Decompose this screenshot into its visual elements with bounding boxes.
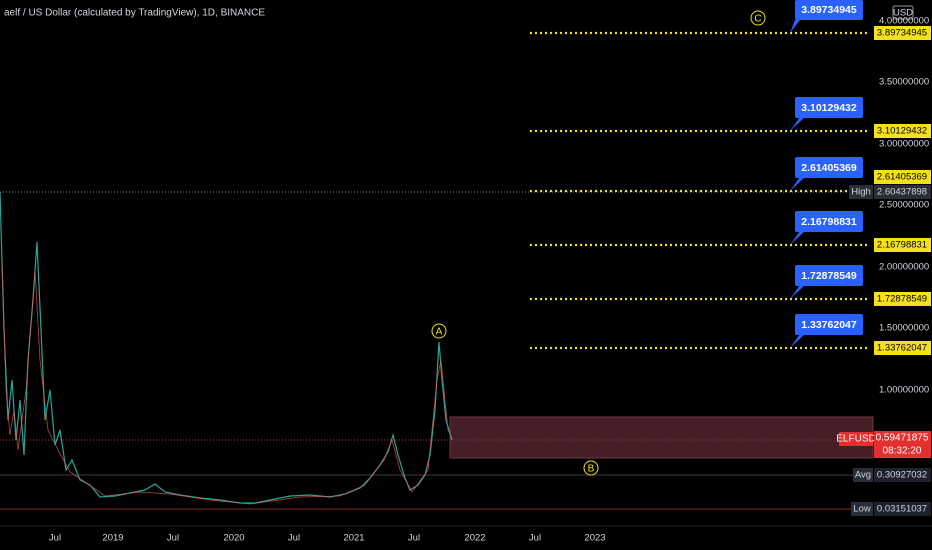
price-tick: 2.00000000 bbox=[879, 262, 929, 273]
level-2: 3.10129432 3.10129432 bbox=[530, 97, 931, 138]
time-tick: Jul bbox=[529, 533, 541, 544]
price-tick: 3.50000000 bbox=[879, 77, 929, 88]
axis-badge bbox=[874, 26, 931, 40]
symbol-badge bbox=[874, 431, 931, 458]
level-6: 1.33762047 1.33762047 bbox=[530, 314, 931, 355]
price-tick: 2.50000000 bbox=[879, 200, 929, 211]
price-tick: 3.00000000 bbox=[879, 139, 929, 150]
wave-circle bbox=[750, 10, 766, 26]
callout-pointer bbox=[790, 117, 805, 131]
axis-badge bbox=[874, 170, 931, 184]
chart-title: aelf / US Dollar (calculated by TradingV… bbox=[4, 8, 265, 19]
marker-value: 0.30927032 bbox=[877, 470, 927, 481]
marker-badge bbox=[874, 185, 931, 199]
time-tick: Jul bbox=[49, 533, 61, 544]
marker-tag bbox=[853, 468, 873, 482]
time-tick: 2021 bbox=[343, 533, 364, 544]
axis-badge-text: 3.89734945 bbox=[877, 28, 927, 39]
currency: USD bbox=[893, 8, 913, 19]
axis-badge bbox=[874, 292, 931, 306]
callout bbox=[795, 157, 863, 178]
callout-text: 1.72878549 bbox=[801, 270, 857, 282]
wave-circle bbox=[583, 460, 599, 476]
callout bbox=[795, 265, 863, 286]
axis-badge-text: 1.72878549 bbox=[877, 294, 927, 305]
marker-label: Avg bbox=[855, 470, 871, 481]
symbol-tag bbox=[839, 432, 873, 446]
callout bbox=[795, 0, 863, 20]
marker-value: 0.03151037 bbox=[877, 504, 927, 515]
callout-pointer bbox=[790, 177, 805, 191]
time-tick: 2020 bbox=[223, 533, 244, 544]
price-tick: 4.00000000 bbox=[879, 16, 929, 27]
callout-text: 3.89734945 bbox=[801, 4, 857, 16]
callout bbox=[795, 211, 863, 232]
axis-badge bbox=[874, 124, 931, 138]
time-tick: 2022 bbox=[464, 533, 485, 544]
level-5: 1.72878549 1.72878549 bbox=[530, 265, 931, 306]
wave-label: B bbox=[588, 464, 595, 475]
level-1: 3.89734945 3.89734945 bbox=[530, 0, 931, 40]
level-4: 2.16798831 2.16798831 bbox=[530, 211, 931, 252]
callout-pointer bbox=[790, 20, 800, 33]
time-tick: Jul bbox=[408, 533, 420, 544]
symbol-countdown: 08:32:20 bbox=[883, 446, 922, 457]
range-box bbox=[449, 416, 874, 459]
callout bbox=[795, 97, 863, 118]
price-tick: 1.50000000 bbox=[879, 323, 929, 334]
level-3: 2.61405369 2.61405369 bbox=[530, 157, 931, 193]
time-tick: Jul bbox=[167, 533, 179, 544]
callout-text: 2.16798831 bbox=[801, 216, 857, 228]
time-tick: Jul bbox=[288, 533, 300, 544]
symbol-label: ELFUSD bbox=[836, 434, 875, 445]
marker-badge bbox=[874, 502, 931, 516]
marker-tag bbox=[851, 502, 873, 516]
wave-label: A bbox=[436, 327, 443, 338]
axis-badge-text: 3.10129432 bbox=[877, 126, 927, 137]
time-tick: 2023 bbox=[584, 533, 605, 544]
price-tick: 1.00000000 bbox=[879, 385, 929, 396]
marker-label: Low bbox=[853, 504, 871, 515]
wave-label: C bbox=[754, 14, 761, 25]
callout-text: 2.61405369 bbox=[801, 162, 857, 174]
callout-text: 1.33762047 bbox=[801, 319, 857, 331]
callout-pointer bbox=[790, 334, 805, 348]
time-tick: 2019 bbox=[102, 533, 123, 544]
callout bbox=[795, 314, 863, 335]
marker-label: High bbox=[851, 187, 871, 198]
marker-value: 2.60437898 bbox=[877, 187, 927, 198]
wave-circle bbox=[431, 323, 447, 339]
axis-badge bbox=[874, 238, 931, 252]
marker-badge bbox=[874, 468, 931, 482]
axis-badge-text: 1.33762047 bbox=[877, 343, 927, 354]
axis-badge bbox=[874, 341, 931, 355]
marker-tag bbox=[849, 185, 873, 199]
callout-text: 3.10129432 bbox=[801, 102, 857, 114]
currency-badge bbox=[892, 5, 914, 20]
symbol-price: 0.59471875 bbox=[876, 433, 929, 444]
price-history-red bbox=[1, 259, 453, 505]
axis-badge-text: 2.16798831 bbox=[877, 240, 927, 251]
callout-pointer bbox=[790, 231, 805, 245]
callout-pointer bbox=[790, 285, 805, 299]
axis-badge-text: 2.61405369 bbox=[877, 172, 927, 183]
